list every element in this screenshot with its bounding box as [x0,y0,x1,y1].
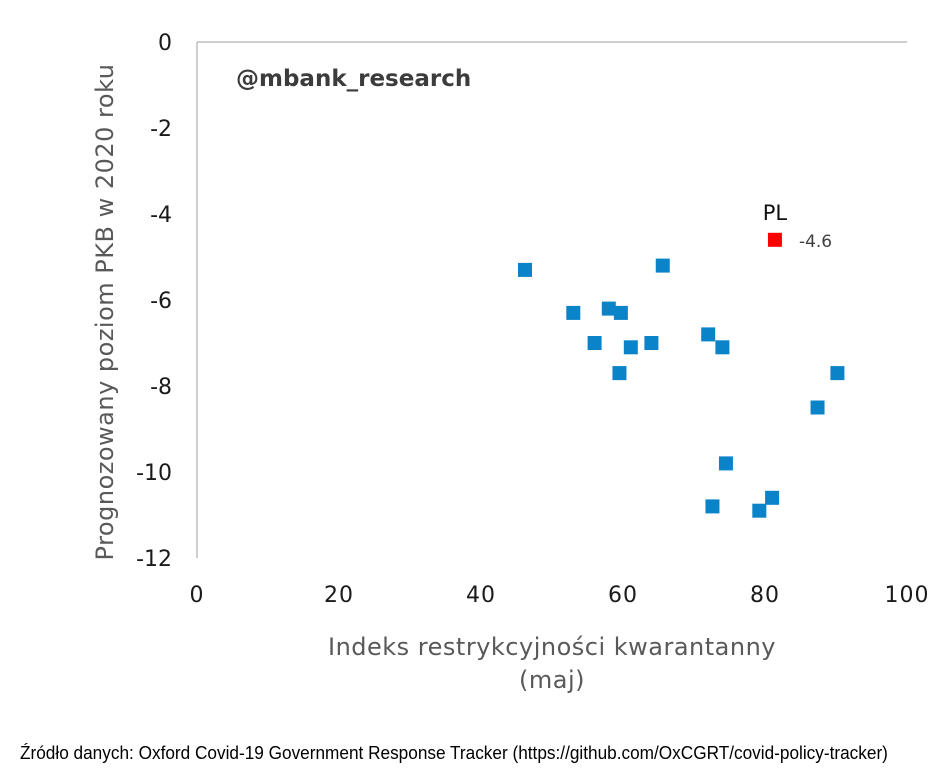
data-point [810,400,825,415]
y-axis-title: Prognozowany poziom PKB w 2020 roku [91,64,119,561]
y-tick-label: 0 [158,31,172,56]
x-tick-label: 60 [608,583,638,608]
x-tick-label: 80 [750,583,780,608]
data-point [601,301,616,316]
data-point [830,366,845,381]
data-point [587,336,602,350]
x-tick-labels: 0 20 40 60 80 100 [190,583,930,608]
x-tick-label: 20 [324,583,354,608]
y-tick-label: -2 [150,117,172,142]
point-value-label-pl: -4.6 [799,232,832,252]
y-tick-label: -6 [150,289,172,314]
data-point [655,258,670,273]
y-tick-label: -10 [136,461,172,486]
data-point [566,305,581,320]
point-pl [767,232,782,247]
scatter-chart: 0 -2 -4 -6 -8 -10 -12 0 20 40 60 80 100 @mbank_rese… [91,31,930,694]
data-point [765,490,780,505]
data-point [718,456,733,471]
data-points: PL -4.6 [518,201,845,518]
data-point [623,340,638,355]
source-note: Źródło danych: Oxford Covid-19 Governmen… [20,742,888,763]
y-tick-label: -12 [136,547,172,572]
y-tick-labels: 0 -2 -4 -6 -8 -10 -12 [136,31,172,572]
data-point [613,305,628,320]
x-tick-label: 0 [190,583,205,608]
watermark: @mbank_research [236,66,471,92]
x-axis-title-line-2: (maj) [519,666,585,694]
point-label-pl: PL [763,201,788,225]
y-tick-label: -4 [150,203,172,228]
y-tick-label: -8 [150,375,172,400]
data-point [715,340,730,355]
data-point [518,262,533,277]
data-point [644,336,659,350]
data-point [705,499,720,514]
axes [196,41,907,558]
data-point [612,366,627,381]
x-tick-label: 40 [466,583,496,608]
x-tick-label: 100 [885,583,930,608]
data-point [701,327,716,342]
data-point [752,503,767,518]
x-axis-title-line-1: Indeks restrykcyjności kwarantanny [328,633,776,661]
